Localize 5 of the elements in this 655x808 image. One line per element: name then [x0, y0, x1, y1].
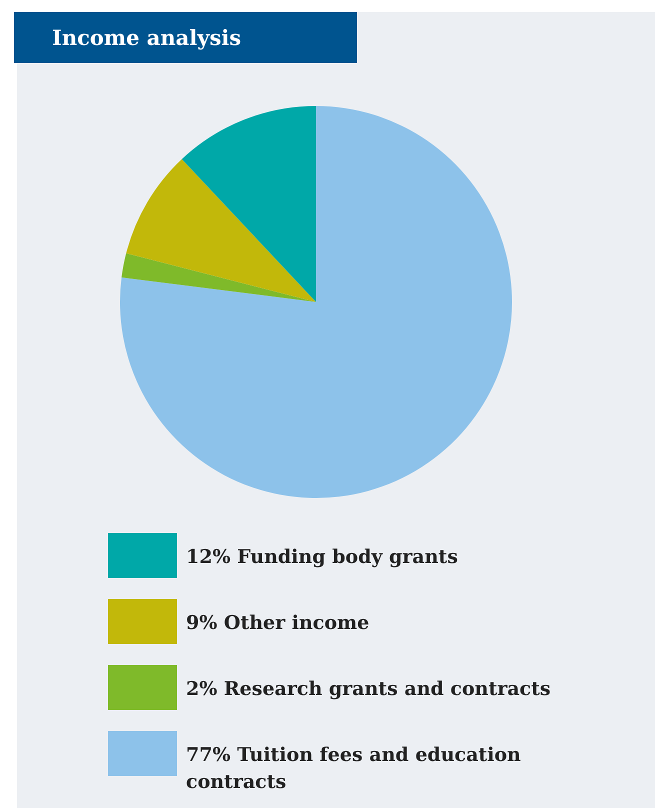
- legend-label: 2% Research grants and contracts: [186, 677, 552, 702]
- legend-label: 77% Tuition fees and education contracts: [186, 743, 522, 795]
- legend-label: 9% Other income: [186, 611, 370, 636]
- legend-label: 12% Funding body grants: [186, 545, 459, 570]
- chart-title: Income analysis: [14, 12, 357, 63]
